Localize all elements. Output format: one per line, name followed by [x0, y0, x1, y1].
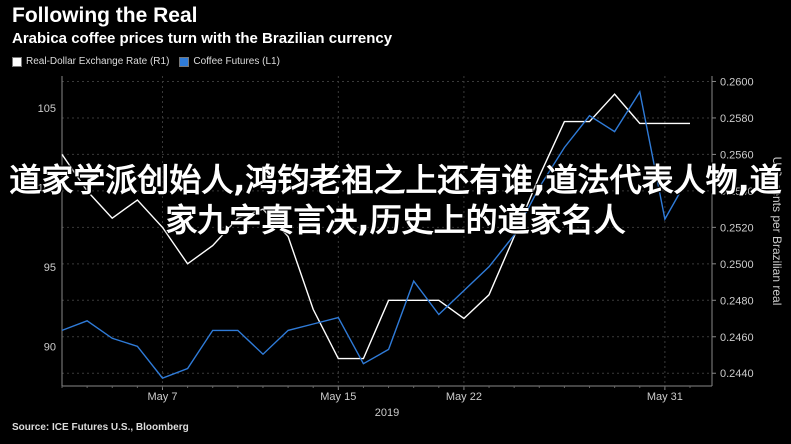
legend-swatch-exchange-rate: [12, 56, 22, 67]
x-axis-year-label: 2019: [375, 407, 399, 419]
right-axis-tick-label: 0.2560: [720, 149, 754, 161]
legend-label-coffee: Coffee Futures (L1): [193, 56, 280, 67]
chart-title: Following the Real: [12, 4, 198, 27]
legend-item-exchange-rate: Real-Dollar Exchange Rate (R1): [12, 56, 169, 67]
right-axis-tick-label: 0.2580: [720, 113, 754, 125]
right-axis-title: U.S. cents per Brazilian real: [770, 157, 784, 306]
left-axis-tick-label: 100: [38, 182, 56, 194]
right-axis-tick-label: 0.2520: [720, 222, 754, 234]
left-axis-tick-label: 90: [44, 341, 56, 353]
series-line-coffee-futures: [61, 90, 691, 379]
right-axis-tick-label: 0.2540: [720, 186, 754, 198]
x-axis-tick-label: May 15: [320, 391, 356, 403]
left-axis-tick-label: 95: [44, 262, 56, 274]
source-note: Source: ICE Futures U.S., Bloomberg: [12, 422, 189, 433]
right-axis-tick-label: 0.2460: [720, 332, 754, 344]
legend-label-exchange-rate: Real-Dollar Exchange Rate (R1): [26, 56, 170, 67]
overlay-watermark-text: 道家学派创始人,鸿钧老祖之上还有谁,道法代表人物,道家九字真言决,历史上的道家名…: [9, 161, 782, 239]
right-axis-tick-label: 0.2480: [720, 295, 754, 307]
right-axis-tick-label: 0.2600: [720, 76, 754, 88]
x-axis-tick-label: May 31: [647, 391, 683, 403]
x-axis-tick-label: May 22: [446, 391, 482, 403]
right-axis-tick-label: 0.2500: [720, 259, 754, 271]
legend: Real-Dollar Exchange Rate (R1) Coffee Fu…: [12, 56, 280, 67]
x-axis-tick-label: May 7: [147, 391, 177, 403]
chart-subtitle: Arabica coffee prices turn with the Braz…: [12, 30, 393, 47]
right-axis-tick-label: 0.2440: [720, 368, 754, 380]
legend-swatch-coffee: [179, 56, 190, 67]
left-axis-tick-label: 105: [38, 103, 56, 115]
legend-item-coffee: Coffee Futures (L1): [179, 56, 280, 67]
